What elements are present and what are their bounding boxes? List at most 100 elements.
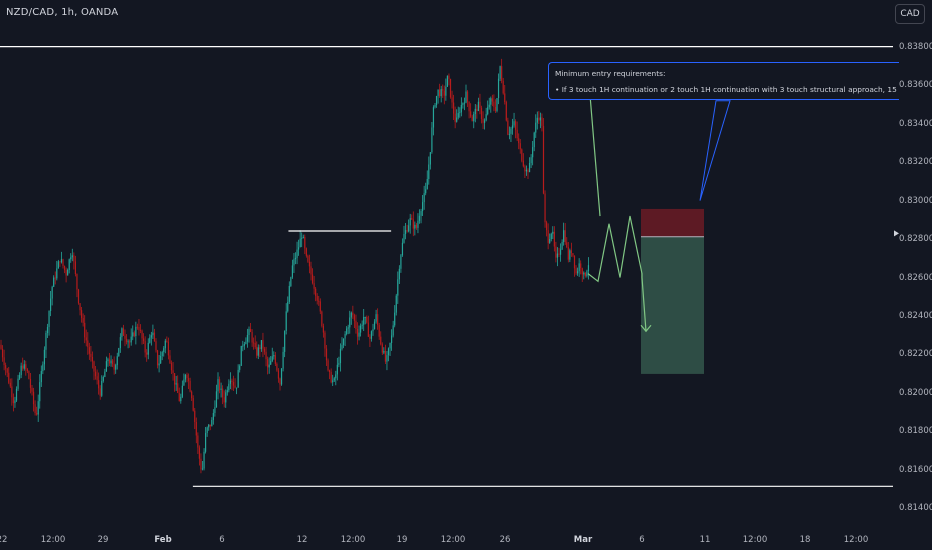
price-tick-label: 0.83000 [899, 195, 932, 206]
candle-body [434, 104, 436, 108]
candle-body [9, 382, 11, 387]
candle-body [81, 310, 83, 318]
candle-body [115, 365, 117, 370]
candle-body [363, 317, 365, 325]
projection-zigzag [587, 215, 647, 332]
time-tick-label: 26 [499, 535, 511, 545]
candle-body [484, 120, 486, 123]
candle-body [322, 325, 324, 333]
candle-body [386, 355, 388, 362]
candle-body [457, 113, 459, 118]
candle-body [125, 338, 128, 342]
candle-body [79, 303, 81, 311]
candle-body [84, 322, 86, 338]
candle-body [546, 222, 548, 231]
price-tick-label: 0.83800 [899, 42, 932, 52]
candle-body [392, 325, 394, 336]
candle-body [260, 340, 262, 350]
candle-body [533, 132, 535, 148]
candle-body [573, 255, 576, 269]
candle-body [409, 218, 411, 226]
candle-body [535, 122, 537, 133]
currency-button[interactable]: CAD [895, 4, 925, 24]
candle-body [20, 365, 22, 376]
candle-body [271, 356, 273, 362]
candle-body [268, 364, 270, 368]
candle-body [542, 125, 545, 194]
candle-body [249, 329, 252, 332]
candle-body [556, 253, 559, 258]
candle-body [466, 91, 469, 102]
candle-body [316, 295, 318, 301]
candle-body [243, 344, 245, 346]
candle-body [153, 332, 156, 342]
candle-body [211, 419, 213, 427]
candle-body [46, 327, 49, 333]
candle-body [479, 101, 481, 108]
candle-body [183, 379, 185, 386]
candle-body [346, 328, 348, 335]
candle-body [347, 327, 349, 329]
candle-body [270, 361, 272, 365]
candle-body [105, 361, 107, 372]
candle-body [341, 345, 343, 349]
candle-body [200, 458, 202, 470]
horizontal-levels[interactable] [0, 46, 893, 487]
candle-body [273, 355, 275, 357]
candle-body [19, 375, 21, 379]
candle-body [329, 370, 331, 373]
candle-body [280, 368, 283, 385]
callout-title: Minimum entry requirements: [555, 69, 666, 78]
price-tick-label: 0.81400 [899, 503, 932, 513]
candle-body [417, 220, 419, 228]
candle-body [29, 378, 32, 388]
candle-body [497, 78, 500, 99]
candle-body [570, 250, 572, 254]
projection-path[interactable] [587, 215, 652, 333]
candle-body [0, 344, 2, 349]
candle-body [470, 111, 472, 117]
candle-body [406, 230, 408, 232]
candle-body [580, 263, 582, 269]
candle-body [68, 259, 70, 270]
arrow-down-icon [640, 324, 652, 333]
callout-body: • If 3 touch 1H continuation or 2 touch … [555, 85, 899, 94]
candle-body [387, 348, 390, 356]
time-tick-label: 18 [799, 535, 811, 545]
candle-body [336, 364, 338, 375]
candle-body [488, 104, 490, 108]
callout-note[interactable]: Minimum entry requirements: • If 3 touch… [548, 62, 899, 100]
candle-body [232, 382, 235, 386]
candle-body [234, 385, 236, 388]
candle-body [555, 246, 557, 258]
candle-body [474, 108, 476, 114]
candle-body [294, 257, 297, 260]
candle-body [547, 230, 549, 243]
candle-body [501, 66, 503, 81]
candle-body [459, 112, 461, 114]
candle-body [282, 351, 284, 369]
candle-body [14, 400, 16, 404]
candle-body [513, 121, 515, 126]
candle-body [437, 89, 439, 96]
candle-body [217, 379, 219, 392]
candle-body [48, 310, 50, 328]
candles [0, 58, 590, 474]
candle-body [277, 370, 280, 379]
candle-body [6, 368, 8, 373]
candle-body [36, 413, 38, 415]
candle-body [288, 285, 290, 302]
candle-body [116, 356, 118, 366]
candle-body [426, 178, 428, 190]
candle-body [559, 249, 562, 255]
candle-body [82, 317, 84, 323]
candle-body [519, 143, 521, 150]
candle-body [552, 231, 554, 234]
candle-body [239, 365, 241, 370]
short-position-tool[interactable] [641, 208, 704, 374]
candle-body [143, 338, 145, 342]
candle-body [60, 259, 63, 263]
candle-body [113, 364, 115, 370]
candle-body [584, 272, 586, 276]
